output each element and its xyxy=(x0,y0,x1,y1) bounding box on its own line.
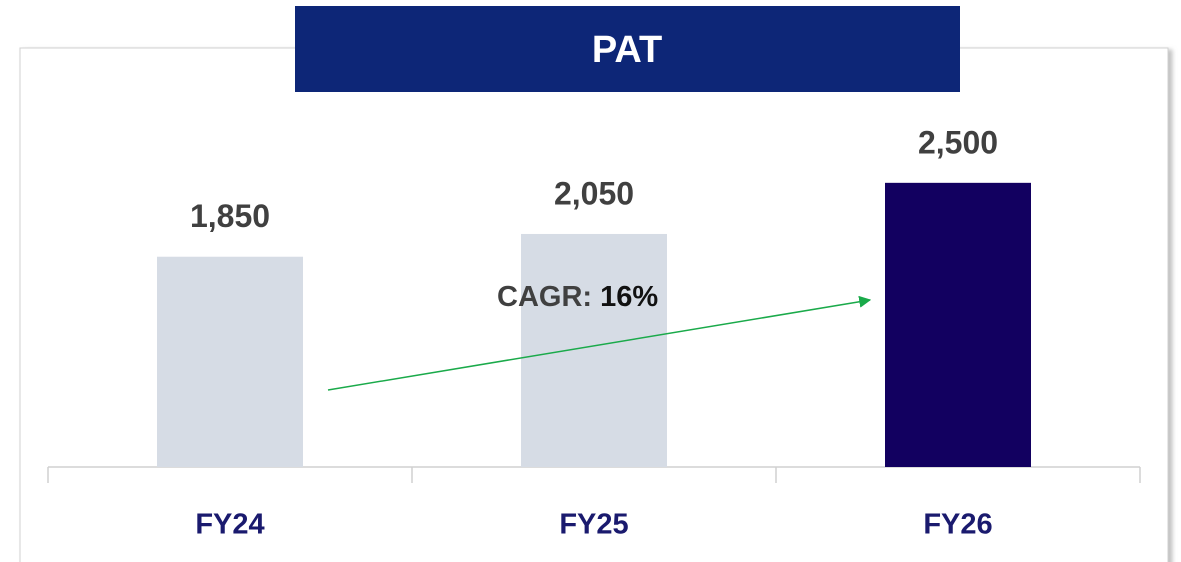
annotation: CAGR: 16% xyxy=(497,281,658,313)
x-tick-label: FY24 xyxy=(195,509,264,541)
annotation-label: CAGR: xyxy=(497,281,592,313)
annotation-value: 16% xyxy=(600,281,658,313)
bar xyxy=(157,256,303,467)
cagr-arrow xyxy=(327,295,872,391)
value-label: 1,850 xyxy=(190,198,270,234)
bar xyxy=(885,182,1031,468)
title-box xyxy=(295,6,960,92)
bar xyxy=(521,233,667,467)
value-label: 2,500 xyxy=(918,124,998,160)
x-tick-label: FY26 xyxy=(923,509,992,541)
chart-title: PAT xyxy=(592,29,662,71)
value-label: 2,050 xyxy=(554,175,634,211)
x-tick-label: FY25 xyxy=(559,509,628,541)
